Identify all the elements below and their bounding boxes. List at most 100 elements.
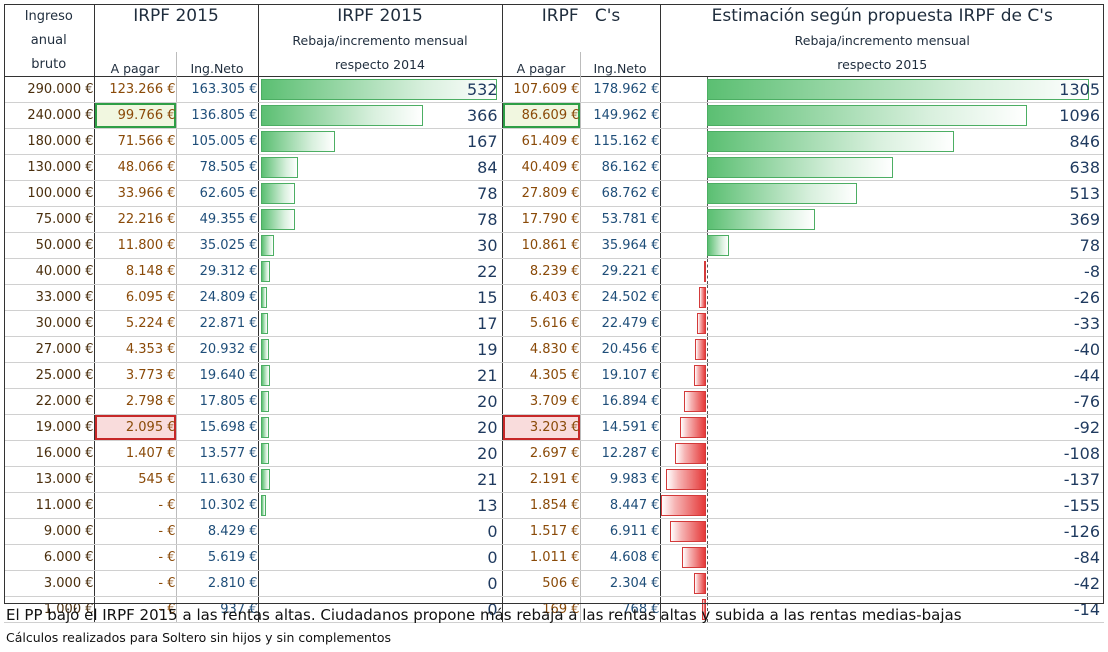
diff-cs-value-label: 638 bbox=[1069, 158, 1100, 177]
irpf2015-pay-cell: 5.224 € bbox=[94, 310, 177, 337]
diff-cs-bar-cell: 513 bbox=[660, 180, 1104, 207]
diff2014-bar-cell: 84 bbox=[258, 154, 503, 181]
irpf2015-pay-cell: 2.798 € bbox=[94, 388, 177, 415]
diff2014-bar-cell: 0 bbox=[258, 544, 503, 571]
diff2014-bar bbox=[260, 495, 267, 516]
diff2014-bar-cell: 20 bbox=[258, 414, 503, 441]
gross-income-cell: 16.000 € bbox=[4, 440, 95, 467]
irpf2015-pay-cell: 1.407 € bbox=[94, 440, 177, 467]
cs-pay-cell: 10.861 € bbox=[502, 232, 581, 259]
diff-cs-bar-positive bbox=[706, 209, 815, 230]
header-estimacion-title: Estimación según propuesta IRPF de C's bbox=[660, 4, 1104, 28]
diff-cs-bar-cell: -8 bbox=[660, 258, 1104, 285]
irpf2015-net-cell: 20.932 € bbox=[176, 336, 259, 363]
irpf2015-net-cell: 136.805 € bbox=[176, 102, 259, 129]
diff2014-value-label: 21 bbox=[477, 470, 498, 489]
diff-cs-bar-positive bbox=[706, 183, 857, 204]
cs-net-cell: 9.983 € bbox=[580, 466, 661, 493]
cs-net-cell: 22.479 € bbox=[580, 310, 661, 337]
zero-axis-line bbox=[706, 363, 708, 388]
irpf2015-net-cell: 2.810 € bbox=[176, 570, 259, 597]
cs-pay-cell: 1.011 € bbox=[502, 544, 581, 571]
irpf2015-net-cell: 8.429 € bbox=[176, 518, 259, 545]
diff-cs-bar-cell: -40 bbox=[660, 336, 1104, 363]
diff2014-value-label: 0 bbox=[487, 548, 498, 567]
irpf2015-pay-cell: - € bbox=[94, 596, 177, 623]
gross-income-cell: 130.000 € bbox=[4, 154, 95, 181]
irpf2015-net-cell: 49.355 € bbox=[176, 206, 259, 233]
diff-cs-bar-negative bbox=[698, 287, 707, 308]
cs-pay-cell: 27.809 € bbox=[502, 180, 581, 207]
header-irpf2015-diff-title: IRPF 2015 bbox=[258, 4, 503, 28]
zero-axis-line bbox=[706, 467, 708, 492]
table-row: 33.000 €6.095 €24.809 € 15 6.403 €24.502 €… bbox=[4, 284, 1104, 311]
diff2014-value-label: 0 bbox=[487, 574, 498, 593]
zero-axis-line bbox=[706, 311, 708, 336]
irpf2015-net-cell: 22.871 € bbox=[176, 310, 259, 337]
diff2014-bar-cell: 13 bbox=[258, 492, 503, 519]
diff-cs-bar-positive bbox=[706, 131, 955, 152]
diff-cs-bar-cell: -84 bbox=[660, 544, 1104, 571]
diff-cs-bar-cell: -33 bbox=[660, 310, 1104, 337]
diff2014-bar bbox=[260, 131, 335, 152]
diff2014-bar-cell: 78 bbox=[258, 180, 503, 207]
diff2014-bar bbox=[260, 417, 270, 438]
header-ing-neto: Ing.Neto bbox=[176, 52, 259, 77]
gross-income-cell: 19.000 € bbox=[4, 414, 95, 441]
irpf2015-pay-cell: 3.773 € bbox=[94, 362, 177, 389]
header-ingreso-line2: anual bbox=[4, 28, 95, 52]
cs-pay-cell: 107.609 € bbox=[502, 76, 581, 103]
cs-net-cell: 12.287 € bbox=[580, 440, 661, 467]
diff-cs-value-label: -76 bbox=[1073, 392, 1100, 411]
irpf2015-pay-cell: 6.095 € bbox=[94, 284, 177, 311]
diff-cs-bar-negative bbox=[666, 469, 707, 490]
diff2014-value-label: 19 bbox=[477, 340, 498, 359]
diff-cs-bar-positive bbox=[706, 79, 1089, 100]
diff2014-bar-cell: 0 bbox=[258, 596, 503, 623]
cs-net-cell: 24.502 € bbox=[580, 284, 661, 311]
irpf2015-pay-cell: 33.966 € bbox=[94, 180, 177, 207]
cs-net-cell: 16.894 € bbox=[580, 388, 661, 415]
diff2014-bar-cell: 21 bbox=[258, 362, 503, 389]
irpf2015-net-cell: 13.577 € bbox=[176, 440, 259, 467]
diff-cs-bar-cell: 1305 bbox=[660, 76, 1104, 103]
diff-cs-bar-negative bbox=[674, 443, 707, 464]
gross-income-cell: 13.000 € bbox=[4, 466, 95, 493]
diff2014-value-label: 0 bbox=[487, 522, 498, 541]
diff-cs-value-label: -108 bbox=[1063, 444, 1100, 463]
cs-net-cell: 14.591 € bbox=[580, 414, 661, 441]
diff-cs-value-label: -42 bbox=[1073, 574, 1100, 593]
irpf2015-pay-cell: - € bbox=[94, 518, 177, 545]
cs-pay-cell: 86.609 € bbox=[502, 102, 581, 129]
header-est-sub2: respecto 2015 bbox=[660, 52, 1104, 77]
header-ingreso-line3: bruto bbox=[4, 52, 95, 77]
irpf2015-pay-cell: 48.066 € bbox=[94, 154, 177, 181]
gross-income-cell: 40.000 € bbox=[4, 258, 95, 285]
table-row: 6.000 € - €5.619 € 0 1.011 €4.608 € -84 bbox=[4, 544, 1104, 571]
diff2014-bar bbox=[260, 157, 298, 178]
irpf2015-net-cell: 35.025 € bbox=[176, 232, 259, 259]
diff-cs-bar-cell: 1096 bbox=[660, 102, 1104, 129]
irpf2015-net-cell: 62.605 € bbox=[176, 180, 259, 207]
diff-cs-bar-positive bbox=[706, 157, 894, 178]
diff-cs-bar-cell: -26 bbox=[660, 284, 1104, 311]
gross-income-cell: 180.000 € bbox=[4, 128, 95, 155]
irpf2015-net-cell: 78.505 € bbox=[176, 154, 259, 181]
diff2014-bar-cell: 167 bbox=[258, 128, 503, 155]
irpf-table: Ingreso IRPF 2015 IRPF 2015 IRPF C's Est… bbox=[4, 4, 1104, 623]
table-row: 9.000 € - €8.429 € 0 1.517 €6.911 € -126 bbox=[4, 518, 1104, 545]
diff2014-bar bbox=[260, 469, 270, 490]
table-row: 240.000 €99.766 €136.805 € 366 86.609 €149… bbox=[4, 102, 1104, 129]
diff-cs-value-label: -155 bbox=[1063, 496, 1100, 515]
diff2014-bar bbox=[260, 79, 497, 100]
diff2014-bar bbox=[260, 235, 274, 256]
header-cs-ing-neto: Ing.Neto bbox=[580, 52, 661, 77]
irpf2015-pay-cell: 4.353 € bbox=[94, 336, 177, 363]
diff2014-bar-cell: 21 bbox=[258, 466, 503, 493]
diff-cs-bar-negative bbox=[661, 495, 707, 516]
table-row: 180.000 €71.566 €105.005 € 167 61.409 €115… bbox=[4, 128, 1104, 155]
diff2014-bar bbox=[260, 313, 269, 334]
diff-cs-value-label: 369 bbox=[1069, 210, 1100, 229]
diff-cs-bar-cell: -126 bbox=[660, 518, 1104, 545]
gross-income-cell: 50.000 € bbox=[4, 232, 95, 259]
